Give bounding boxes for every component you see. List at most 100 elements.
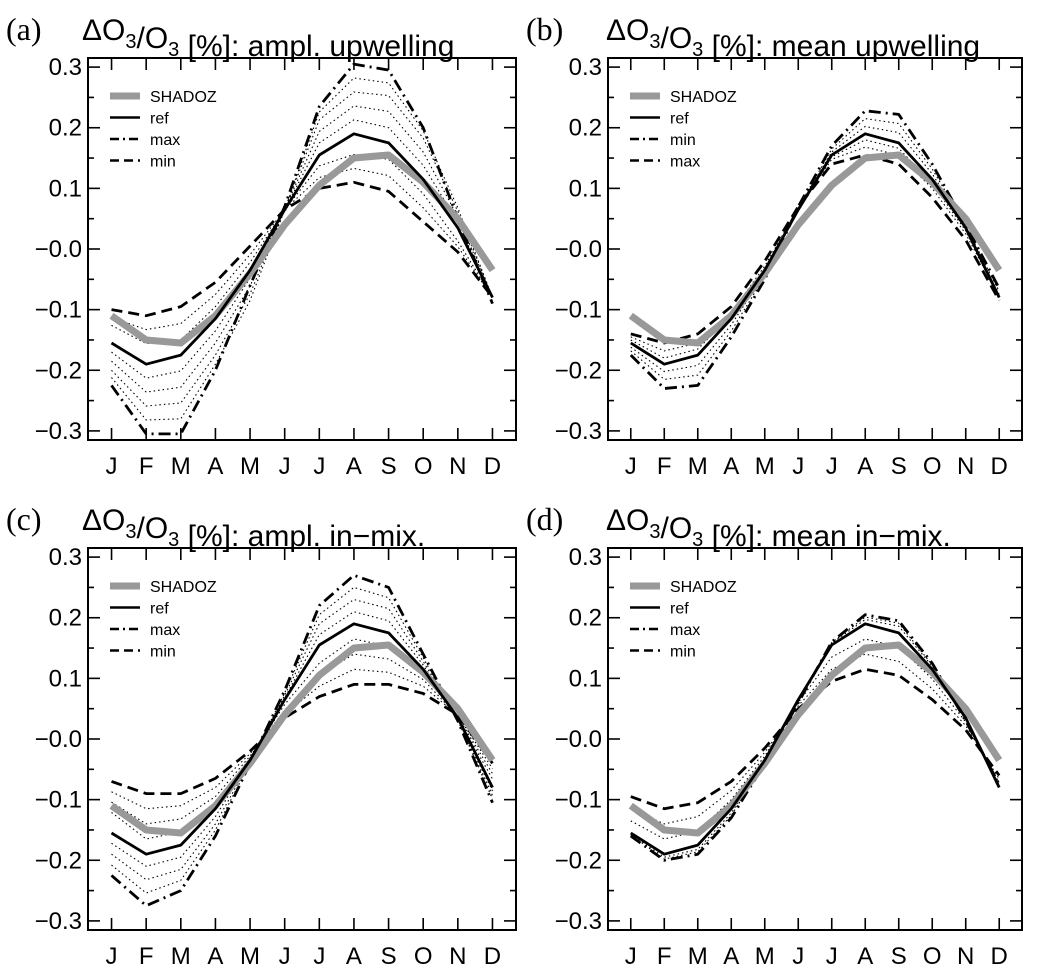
x-tick-label: N <box>449 943 466 966</box>
legend-label: max <box>150 132 180 149</box>
x-tick-label: N <box>449 453 466 480</box>
y-tick-label: −0.3 <box>35 908 82 935</box>
x-tick-label: J <box>826 943 838 966</box>
x-tick-label: O <box>923 943 942 966</box>
x-tick-label: A <box>346 943 362 966</box>
series-line-min <box>111 683 494 795</box>
x-tick-label: A <box>346 453 362 480</box>
legend-label: min <box>670 644 696 661</box>
y-tick-label: −0.3 <box>35 418 82 445</box>
y-tick-label: −0.2 <box>555 847 602 874</box>
y-tick-label: −0.1 <box>555 297 602 324</box>
x-tick-label: M <box>171 453 191 480</box>
series-line-max <box>110 573 494 908</box>
plot-area <box>628 109 1003 390</box>
x-tick-label: S <box>381 943 397 966</box>
y-tick-label: −0.2 <box>555 357 602 384</box>
plot-area <box>628 613 1003 862</box>
x-tick-label: A <box>723 453 739 480</box>
x-tick-label: D <box>484 453 501 480</box>
legend-label: max <box>670 154 700 171</box>
x-tick-label: J <box>826 453 838 480</box>
sensitivity-line <box>111 598 494 881</box>
series-line-ref <box>630 132 1001 366</box>
x-tick-label: M <box>240 453 260 480</box>
y-tick-label: −0.0 <box>555 236 602 263</box>
series-line-ref <box>110 132 494 366</box>
sensitivity-line <box>111 668 493 810</box>
y-tick-label: 0.3 <box>569 54 602 81</box>
y-tick-label: 0.2 <box>569 115 602 142</box>
y-tick-label: 0.2 <box>49 115 82 142</box>
legend-label: ref <box>670 111 689 128</box>
x-tick-label: M <box>755 453 775 480</box>
x-tick-label: A <box>723 943 739 966</box>
y-tick-label: 0.3 <box>49 544 82 571</box>
y-tick-label: −0.2 <box>35 847 82 874</box>
x-tick-label: J <box>625 943 637 966</box>
panel-3: (d) ΔO3/O3 [%]: mean in−mix. −0.3 −0.2 −0.1 −… <box>526 501 1023 966</box>
panel-label: (c) <box>6 501 42 537</box>
legend-label: SHADOZ <box>150 579 217 596</box>
sensitivity-line <box>111 586 494 894</box>
legend-label: max <box>150 622 180 639</box>
legend-label: SHADOZ <box>670 89 737 106</box>
x-tick-label: D <box>484 943 501 966</box>
y-tick-label: −0.1 <box>35 297 82 324</box>
panel-label: (d) <box>526 501 563 537</box>
y-tick-label: 0.1 <box>49 665 82 692</box>
sensitivity-line <box>630 653 1000 825</box>
y-tick-label: 0.1 <box>49 175 82 202</box>
x-tick-label: J <box>792 453 804 480</box>
y-tick-label: −0.0 <box>35 726 82 753</box>
series-line-max <box>630 153 1001 345</box>
x-tick-label: A <box>207 453 223 480</box>
x-tick-label: F <box>657 453 672 480</box>
x-tick-label: J <box>106 453 118 480</box>
legend-label: min <box>670 132 696 149</box>
y-tick-label: −0.1 <box>555 787 602 814</box>
legend-label: min <box>150 154 176 171</box>
x-tick-label: F <box>657 943 672 966</box>
x-tick-label: N <box>957 453 974 480</box>
y-tick-label: 0.2 <box>569 605 602 632</box>
panel-title: ΔO3/O3 [%]: ampl. upwelling <box>82 14 454 63</box>
y-tick-label: 0.3 <box>569 544 602 571</box>
x-tick-label: S <box>891 453 907 480</box>
sensitivity-line <box>111 167 493 331</box>
x-tick-label: M <box>171 943 191 966</box>
sensitivity-line <box>630 638 1000 840</box>
legend-label: SHADOZ <box>150 89 217 106</box>
x-tick-label: A <box>857 453 873 480</box>
x-tick-label: J <box>792 943 804 966</box>
y-tick-label: −0.2 <box>35 357 82 384</box>
sensitivity-line <box>111 638 493 840</box>
legend-label: ref <box>150 111 169 128</box>
y-tick-label: 0.1 <box>569 665 602 692</box>
x-tick-label: M <box>688 453 708 480</box>
x-tick-label: J <box>279 453 291 480</box>
x-tick-label: J <box>313 453 325 480</box>
series-line-ref <box>110 622 494 856</box>
y-tick-label: −0.3 <box>555 908 602 935</box>
x-tick-label: J <box>279 943 291 966</box>
plot-area <box>109 573 496 908</box>
x-tick-label: D <box>991 943 1008 966</box>
sensitivity-line <box>111 77 494 421</box>
x-tick-label: M <box>755 943 775 966</box>
x-tick-label: A <box>207 943 223 966</box>
legend-label: ref <box>150 601 169 618</box>
legend-label: min <box>150 644 176 661</box>
x-tick-label: F <box>139 943 154 966</box>
panel-label: (b) <box>526 11 563 47</box>
panel-0: (a) ΔO3/O3 [%]: ampl. upwelling −0.3 −0.2 −0… <box>6 11 517 480</box>
panel-title: ΔO3/O3 [%]: ampl. in−mix. <box>82 504 425 553</box>
series-line-ref <box>630 622 1001 856</box>
panel-title: ΔO3/O3 [%]: mean in−mix. <box>606 504 951 553</box>
series-line-min <box>111 180 494 318</box>
x-tick-label: J <box>313 943 325 966</box>
x-tick-label: O <box>414 453 433 480</box>
y-tick-label: 0.2 <box>49 605 82 632</box>
y-tick-label: −0.1 <box>35 787 82 814</box>
